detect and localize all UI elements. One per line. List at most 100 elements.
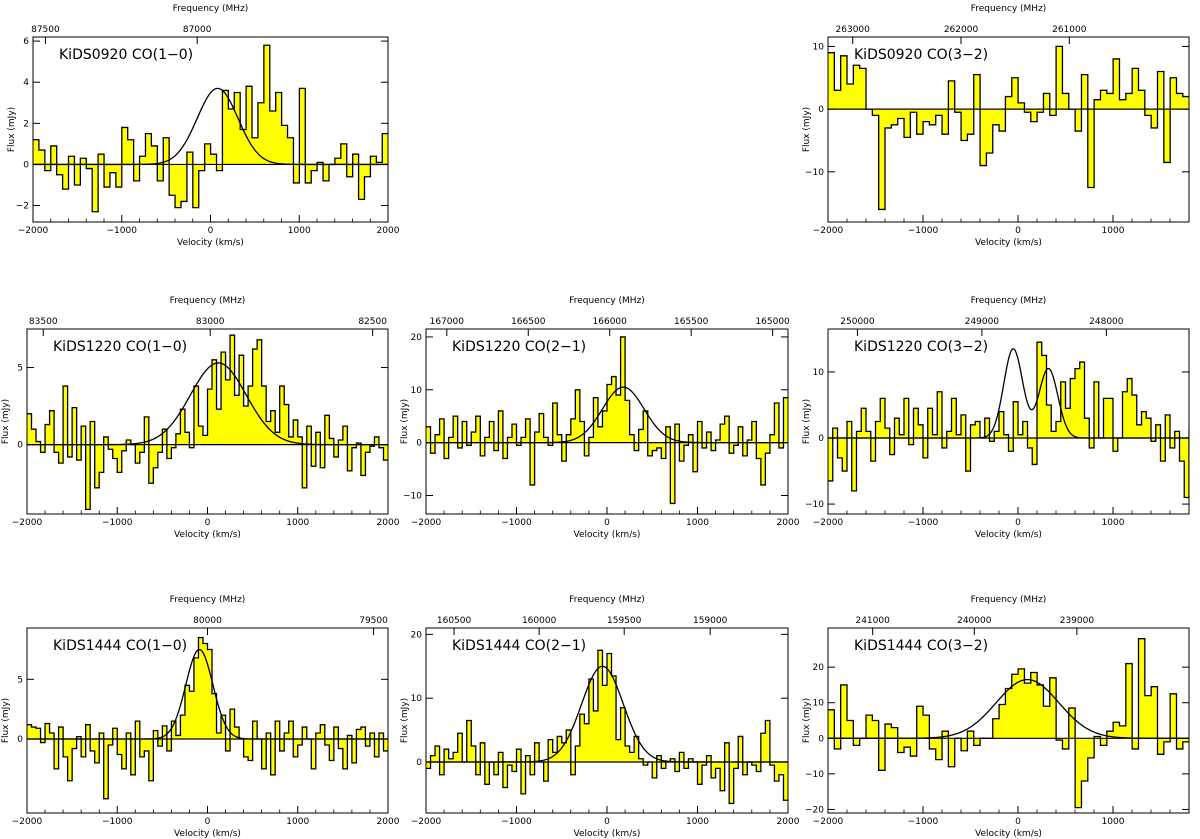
plot-area <box>828 341 1199 499</box>
flux-bar <box>1113 58 1120 110</box>
spectrum-panel: −2000 −1000 0 1000 2000 0 5 80000 79500 Velocity … <box>1 595 400 839</box>
flux-bar <box>315 733 321 739</box>
gaussian-fit-curve <box>426 386 788 444</box>
flux-bar <box>157 444 163 453</box>
spectrum-panel: −2000 −1000 0 1000 −10 0 10 250000 249000 248000 V… <box>802 296 1199 540</box>
flux-bar <box>323 164 330 181</box>
flux-bar <box>36 441 41 445</box>
flux-bar <box>967 731 975 739</box>
top-tick-label: 263000 <box>836 25 871 35</box>
flux-bar <box>561 742 567 762</box>
flux-bar <box>948 80 956 110</box>
flux-bar <box>634 442 640 451</box>
flux-bar <box>234 395 240 445</box>
flux-bar <box>1194 438 1199 448</box>
flux-bar <box>834 90 842 110</box>
flux-bar <box>324 415 330 445</box>
flux-bar <box>927 408 933 439</box>
flux-bar <box>1018 102 1025 110</box>
flux-bar <box>108 444 114 450</box>
flux-bar <box>575 389 581 443</box>
flux-bar <box>221 352 226 445</box>
flux-bar <box>243 406 249 445</box>
flux-bar <box>778 442 784 448</box>
flux-bar <box>683 442 689 446</box>
flux-bar <box>212 693 217 739</box>
flux-bar <box>444 442 450 459</box>
flux-bar <box>756 761 762 772</box>
flux-bar <box>1079 362 1085 439</box>
flux-bar <box>1094 99 1101 110</box>
flux-bar <box>885 724 892 739</box>
flux-bar <box>956 434 962 439</box>
flux-bar <box>347 735 353 739</box>
flux-bar <box>1018 434 1024 439</box>
flux-bar <box>1013 401 1019 439</box>
flux-bar <box>441 164 447 168</box>
flux-bar <box>679 442 685 462</box>
x-tick-label: −2000 <box>813 817 844 827</box>
flux-bar <box>222 90 229 165</box>
flux-bar <box>629 434 635 443</box>
flux-bar <box>302 444 308 488</box>
flux-bar <box>1125 93 1133 110</box>
flux-bar <box>760 733 766 762</box>
x-tick-label: 0 <box>208 226 214 236</box>
top-axis-title: Frequency (MHz) <box>971 296 1047 306</box>
flux-bar <box>1070 378 1076 439</box>
flux-bar <box>616 395 621 443</box>
flux-bar <box>54 444 59 453</box>
flux-bar <box>733 761 739 769</box>
flux-bar <box>1041 355 1047 439</box>
top-axis-title: Frequency (MHz) <box>569 595 645 605</box>
flux-bar <box>1084 418 1090 439</box>
flux-bar <box>169 164 176 196</box>
flux-bar <box>284 404 290 445</box>
x-tick-label: −2000 <box>411 817 442 827</box>
y-tick-label: 0 <box>23 160 29 170</box>
flux-bar <box>27 724 32 739</box>
flux-bar <box>49 733 55 739</box>
x-tick-label: −2000 <box>813 226 844 236</box>
flux-bar <box>121 739 127 769</box>
flux-bar <box>333 444 339 457</box>
flux-bar <box>90 739 96 751</box>
flux-bar <box>163 137 170 165</box>
flux-bar <box>1125 663 1133 739</box>
flux-bar <box>674 761 680 772</box>
flux-bar <box>891 727 899 739</box>
flux-bar <box>588 437 594 443</box>
flux-bar <box>33 139 40 165</box>
flux-bar <box>1087 109 1095 188</box>
flux-bar <box>908 438 914 445</box>
flux-bar <box>198 426 204 445</box>
x-tick-label: 2000 <box>377 817 400 827</box>
flux-bar <box>370 156 377 165</box>
y-tick-label: 5 <box>17 364 23 374</box>
flux-bar <box>62 164 69 190</box>
flux-bar <box>747 440 753 443</box>
spectrum-step-line <box>828 638 1189 809</box>
flux-bar <box>948 738 956 767</box>
flux-bar <box>1075 738 1082 808</box>
flux-bar <box>135 444 141 464</box>
flux-bar <box>448 437 454 443</box>
flux-bar <box>1179 438 1185 462</box>
y-axis-title: Flux (mJy) <box>802 698 812 743</box>
flux-bar <box>364 164 371 177</box>
flux-bar <box>1132 738 1139 749</box>
x-tick-label: 1000 <box>286 518 309 528</box>
flux-bar <box>539 413 545 443</box>
flux-bar <box>378 444 384 448</box>
flux-bar <box>828 52 835 110</box>
flux-bar <box>80 158 87 165</box>
gaussian-fit-curve <box>27 648 388 740</box>
flux-bar <box>198 637 204 739</box>
flux-bar <box>275 92 283 165</box>
flux-bar <box>1176 738 1184 749</box>
flux-bar <box>67 444 73 457</box>
flux-bar <box>602 685 608 762</box>
flux-bar <box>293 739 299 757</box>
x-tick-label: −1000 <box>908 817 939 827</box>
flux-bar <box>607 384 612 443</box>
